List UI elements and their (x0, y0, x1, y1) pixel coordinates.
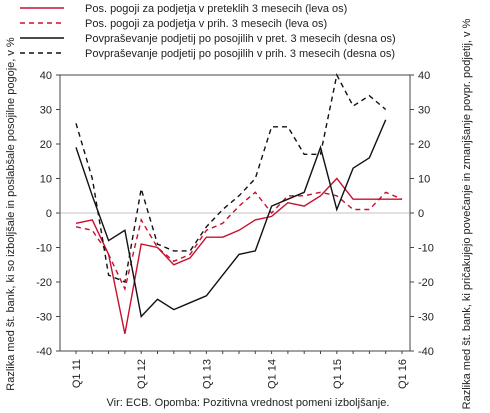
y-left-tick-label: 30 (40, 105, 52, 117)
legend-label: Pos. pogoji za podjetja v preteklih 3 me… (85, 3, 347, 15)
y-left-tick-label: -30 (36, 312, 52, 324)
y-axis-left: 40 30 20 10 0 -10 -20 -30 -40 (36, 70, 60, 358)
y-right-tick-label: -40 (418, 346, 434, 358)
plot-area (59, 72, 411, 352)
y-left-tick-label: 20 (40, 139, 52, 151)
series-line-2 (75, 191, 403, 292)
legend: Pos. pogoji za podjetja v preteklih 3 me… (20, 3, 396, 60)
y-left-tick-label: 40 (40, 70, 52, 82)
x-tick-label: Q1 11 (71, 359, 83, 388)
y-right-tick-label: 0 (418, 208, 424, 220)
legend-label: Povpraševanje podjetij po posojilih v pr… (85, 33, 396, 45)
x-axis: Q1 11 Q1 12 Q1 13 Q1 14 Q1 15 Q1 16 (71, 351, 409, 389)
y-right-tick-label: 20 (418, 139, 430, 151)
x-tick-label: Q1 13 (201, 359, 213, 389)
y-axis-right-title: Razlika med št. bank, ki pričakujejo pov… (461, 18, 473, 409)
y-axis-right: 40 30 20 10 0 -10 -20 -30 -40 (410, 70, 434, 358)
legend-label: Povpraševanje podjetij po posojilih v pr… (85, 48, 395, 60)
y-right-tick-label: 30 (418, 105, 430, 117)
y-right-tick-label: -20 (418, 277, 434, 289)
x-tick-label: Q1 14 (267, 359, 279, 389)
source-note: Vir: ECB. Opomba: Pozitivna vrednost pom… (107, 397, 390, 409)
series-line-4 (75, 72, 387, 283)
y-right-tick-label: -10 (418, 243, 434, 255)
y-left-tick-label: -20 (36, 277, 52, 289)
y-left-tick-label: -10 (36, 243, 52, 255)
y-right-tick-label: -30 (418, 312, 434, 324)
y-left-tick-label: -40 (36, 346, 52, 358)
x-tick-label: Q1 12 (136, 359, 148, 389)
legend-label: Pos. pogoji za podjetja v prih. 3 meseci… (85, 18, 327, 30)
y-right-tick-label: 40 (418, 70, 430, 82)
y-left-tick-label: 10 (40, 174, 52, 186)
y-axis-left-title: Razlika med št. bank, ki so izboljšale i… (5, 37, 17, 391)
y-right-tick-label: 10 (418, 174, 430, 186)
y-left-tick-label: 0 (46, 208, 52, 220)
x-tick-label: Q1 16 (397, 359, 409, 389)
series-line-3 (75, 119, 387, 318)
x-tick-label: Q1 15 (332, 359, 344, 389)
series-line-1 (75, 177, 402, 334)
